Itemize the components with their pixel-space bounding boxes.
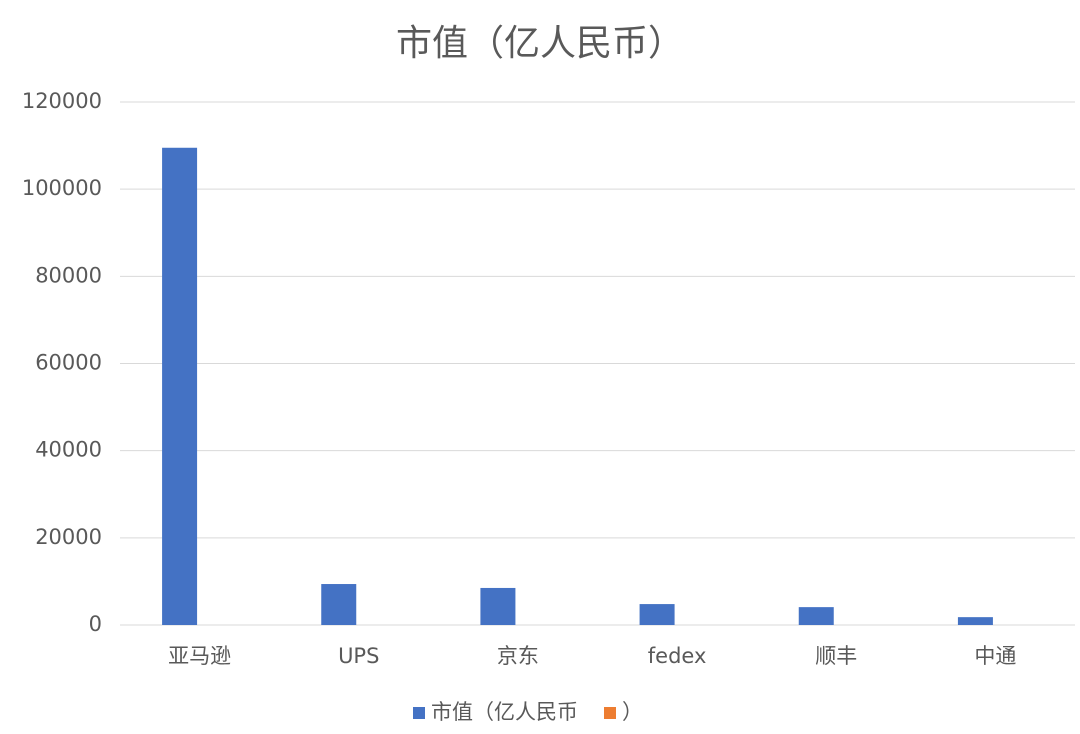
x-tick-label: 顺丰 (815, 644, 857, 668)
y-tick-label: 120000 (22, 89, 102, 113)
legend-swatch (604, 707, 616, 719)
bar (798, 607, 834, 625)
y-tick-label: 60000 (35, 351, 102, 375)
legend-swatch (413, 707, 425, 719)
bar (162, 147, 198, 625)
y-tick-label: 40000 (35, 438, 102, 462)
bar (480, 587, 516, 625)
y-tick-label: 100000 (22, 176, 102, 200)
x-tick-label: 中通 (974, 644, 1016, 668)
bar (957, 617, 993, 625)
bar (639, 604, 675, 625)
x-tick-label: 亚马逊 (168, 644, 231, 668)
x-tick-label: UPS (338, 644, 379, 668)
x-tick-label: 京东 (497, 644, 539, 668)
chart-title: 市值（亿人民币） (396, 23, 684, 64)
x-tick-label: fedex (648, 644, 707, 668)
legend-label: ） (622, 700, 643, 724)
legend-label: 市值（亿人民币 (431, 700, 578, 724)
bar (321, 584, 357, 625)
y-tick-label: 20000 (35, 525, 102, 549)
y-tick-label: 0 (89, 612, 102, 636)
y-tick-label: 80000 (35, 263, 102, 287)
